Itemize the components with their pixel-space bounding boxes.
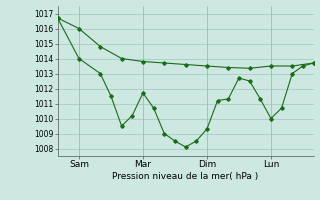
X-axis label: Pression niveau de la mer( hPa ): Pression niveau de la mer( hPa ) bbox=[112, 172, 259, 181]
